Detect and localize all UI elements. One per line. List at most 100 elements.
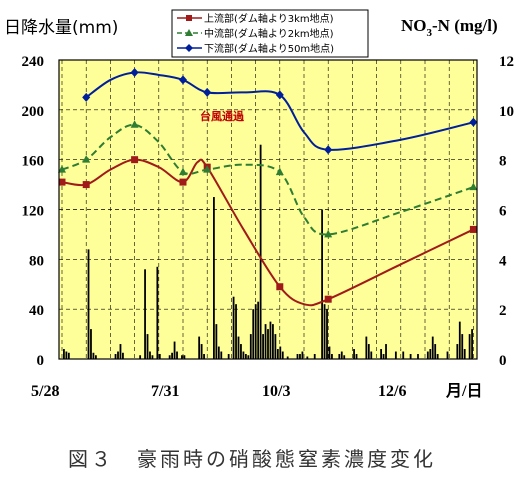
rain-bar [173, 341, 176, 359]
rain-bar [254, 304, 257, 359]
rain-bar [463, 349, 466, 359]
rain-bar [267, 329, 269, 359]
x-tick-label: 12/6 [378, 383, 406, 400]
rain-bar [144, 269, 146, 359]
rain-bar [235, 304, 237, 359]
y-right-tick-label: 6 [499, 204, 507, 220]
rain-bar [323, 304, 326, 359]
y-right-tick-label: 0 [499, 353, 507, 369]
rain-bar [456, 344, 459, 359]
data-point-triangle [275, 167, 284, 176]
rain-bar [370, 351, 373, 359]
legend-label-upstream: 上流部(ダム軸より3km地点) [204, 12, 334, 25]
rain-bar [343, 355, 346, 359]
data-point-triangle [82, 155, 91, 163]
rain-bar [262, 334, 264, 359]
rain-bar [213, 197, 215, 359]
rain-bar [272, 324, 274, 359]
y-right-tick-label: 12 [499, 54, 514, 70]
rain-bar [215, 324, 218, 359]
rain-bar [171, 352, 174, 359]
rain-bar [471, 329, 473, 359]
data-point-diamond [203, 87, 212, 97]
rain-bar [409, 354, 412, 359]
rain-bar [200, 344, 203, 359]
data-point-diamond [469, 117, 478, 127]
rain-bar [232, 296, 235, 359]
rain-bar [367, 344, 370, 359]
rain-bar [139, 355, 142, 359]
rain-bar [394, 351, 397, 359]
rain-bar [281, 351, 284, 359]
rain-bar [264, 324, 267, 359]
rain-bar [63, 349, 65, 359]
rain-bar [65, 351, 68, 359]
x-axis-ticks: 5/28 7/31 10/3 12/6 月/日 [31, 382, 482, 400]
rain-bar [168, 355, 171, 359]
rain-bar [355, 354, 358, 359]
rain-bar [382, 354, 385, 359]
rain-bar [338, 354, 341, 359]
right-axis-title: NO3-N (mg/l) [401, 16, 498, 39]
figure-caption: 図３ 豪雨時の硝酸態窒素濃度変化 [68, 447, 436, 471]
y-left-tick-label: 0 [37, 353, 45, 369]
legend-marker-diamond [185, 44, 193, 52]
rain-bar [249, 334, 252, 359]
rain-bar [119, 344, 122, 359]
rain-bar [220, 351, 223, 359]
rain-bar [67, 352, 70, 359]
left-axis-ticks: 0 40 80 120 160 200 240 [22, 54, 45, 369]
rain-bar [301, 351, 304, 359]
data-point-triangle [469, 182, 478, 191]
y-left-tick-label: 80 [29, 253, 44, 269]
rain-bar [240, 344, 242, 359]
rain-bar [242, 351, 245, 359]
legend-marker-square [186, 15, 192, 21]
rain-bar [340, 351, 343, 359]
rain-bar [274, 334, 277, 359]
rain-bars [63, 144, 473, 359]
data-point-square [82, 181, 90, 189]
rain-bar [237, 336, 240, 359]
rain-bar [122, 352, 124, 359]
data-point-triangle [203, 165, 212, 173]
rain-bar [434, 344, 437, 359]
data-point-triangle [324, 229, 333, 238]
rain-bar [468, 334, 471, 359]
rain-bar [326, 309, 328, 359]
data-point-diamond [179, 75, 187, 85]
data-point-triangle [130, 120, 139, 128]
plot-frame [58, 59, 478, 360]
rain-bar [87, 249, 90, 359]
right-axis-title-sub: 3 [427, 27, 433, 39]
legend-box [171, 9, 369, 58]
x-tick-label: 10/3 [262, 383, 290, 400]
x-tick-label: 月/日 [445, 382, 482, 400]
y-left-tick-label: 40 [29, 303, 44, 319]
rain-bar [321, 209, 323, 359]
rain-bar [90, 329, 92, 359]
data-point-diamond [275, 90, 284, 100]
rain-bar [279, 346, 282, 359]
y-left-tick-label: 240 [22, 54, 45, 70]
rain-bar [446, 351, 449, 359]
right-axis-ticks: 0 2 4 6 8 10 12 [499, 54, 514, 369]
y-right-tick-label: 4 [499, 253, 507, 269]
data-point-square [179, 178, 187, 186]
rain-bar [426, 351, 429, 359]
rain-bar [244, 354, 247, 359]
rain-bar [431, 336, 434, 359]
rain-bar [417, 354, 419, 359]
data-point-diamond [324, 145, 333, 155]
right-axis-title-rest: -N (mg/l) [432, 16, 498, 35]
rain-bar [156, 266, 159, 359]
rain-bar [296, 354, 299, 359]
data-point-triangle [179, 167, 187, 176]
data-point-square [469, 225, 477, 233]
rain-bar [252, 309, 255, 359]
data-point-square [324, 295, 332, 303]
rain-bar [353, 349, 355, 359]
rain-bar [328, 346, 331, 359]
rain-bar [176, 351, 178, 359]
